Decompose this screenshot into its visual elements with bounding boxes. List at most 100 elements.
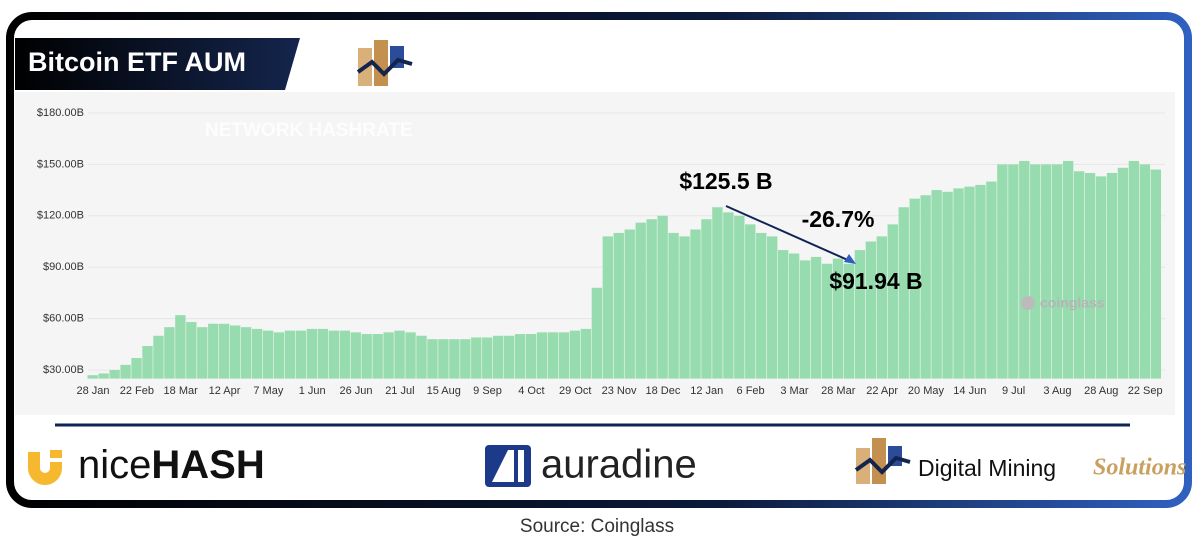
bar [580, 328, 592, 379]
bar [788, 253, 800, 379]
bar [471, 337, 482, 379]
bar [1117, 167, 1129, 379]
bar [613, 232, 624, 379]
x-tick-label: 9 Sep [473, 385, 502, 397]
x-tick-label: 4 Oct [518, 385, 544, 397]
watermark-icon [1021, 296, 1035, 310]
bar [1041, 164, 1052, 379]
bar [230, 325, 241, 379]
bar [624, 229, 635, 379]
bar [690, 229, 701, 379]
x-tick-label: 28 Jan [76, 385, 109, 397]
logo-text: auradine [541, 443, 697, 487]
bar [328, 330, 339, 379]
bar [953, 188, 964, 379]
bar [164, 327, 175, 379]
bar [416, 335, 427, 379]
bar [317, 328, 329, 379]
bar [767, 236, 778, 379]
source: Source: Coinglass [520, 516, 674, 537]
bar [142, 346, 153, 379]
logo-text: Solutions [1093, 455, 1186, 481]
bar [383, 332, 394, 379]
x-tick-label: 22 Feb [120, 385, 154, 397]
bar [657, 215, 668, 379]
x-tick-label: 3 Mar [780, 385, 808, 397]
bar [153, 335, 164, 379]
bar [1139, 164, 1151, 379]
bar [646, 219, 657, 379]
bar [1052, 164, 1063, 379]
x-tick-label: 18 Dec [645, 385, 680, 397]
bar [832, 258, 844, 379]
annotation: -26.7% [802, 206, 875, 232]
watermark: coinglass [1040, 295, 1105, 311]
bar [843, 263, 855, 379]
y-tick-label: $60.00B [43, 313, 84, 325]
bar [679, 236, 690, 379]
y-tick-label: $90.00B [43, 261, 84, 273]
dms-icon [854, 438, 911, 484]
nicehash-icon [50, 450, 62, 458]
bar [854, 250, 866, 379]
bar [942, 191, 953, 379]
bar [284, 330, 296, 379]
bar [931, 190, 942, 379]
auradine-icon [485, 445, 531, 487]
bar [898, 207, 909, 379]
logo-text: HASH [151, 443, 264, 487]
x-tick-label: 29 Oct [559, 385, 591, 397]
bar [493, 335, 504, 379]
bar [1084, 172, 1096, 379]
bar [799, 260, 811, 379]
x-tick-label: 6 Feb [737, 385, 765, 397]
bar [372, 334, 383, 379]
bar [920, 195, 931, 379]
x-tick-label: 15 Aug [427, 385, 461, 397]
logo-text: nice [78, 443, 151, 487]
watermark: NETWORK HASHRATE [205, 120, 413, 141]
arrow-head [844, 254, 856, 264]
bar [295, 330, 307, 379]
bar [438, 339, 449, 379]
brand-icon [356, 40, 413, 86]
x-tick-label: 1 Jun [299, 385, 326, 397]
bar [569, 330, 581, 379]
title: Bitcoin ETF AUM [28, 47, 246, 77]
bar [536, 332, 548, 379]
bar [87, 375, 98, 379]
x-tick-label: 12 Jan [690, 385, 723, 397]
bar [635, 222, 646, 379]
y-tick-label: $30.00B [43, 364, 84, 376]
bar [1095, 176, 1107, 379]
x-tick-label: 14 Jun [953, 385, 986, 397]
bar [810, 256, 822, 379]
y-tick-label: $150.00B [37, 158, 84, 170]
bar [558, 332, 570, 379]
bar [197, 327, 208, 379]
bar [865, 241, 877, 379]
bar [1150, 169, 1161, 379]
bar [350, 332, 361, 379]
annotation: $91.94 B [829, 268, 922, 294]
x-tick-label: 18 Mar [164, 385, 199, 397]
bar [909, 198, 920, 379]
bar [449, 339, 460, 379]
bar [997, 164, 1008, 379]
bar [514, 334, 526, 379]
bar [98, 373, 109, 379]
bar [186, 322, 197, 379]
bar [394, 330, 405, 379]
bar [712, 207, 723, 379]
bar [887, 224, 898, 379]
bar [482, 337, 493, 379]
bar [1062, 160, 1074, 379]
bar [219, 323, 230, 379]
bar [131, 358, 142, 379]
bar [262, 330, 274, 379]
bar [876, 236, 887, 379]
annotation: $125.5 B [679, 168, 772, 194]
bar [547, 332, 559, 379]
